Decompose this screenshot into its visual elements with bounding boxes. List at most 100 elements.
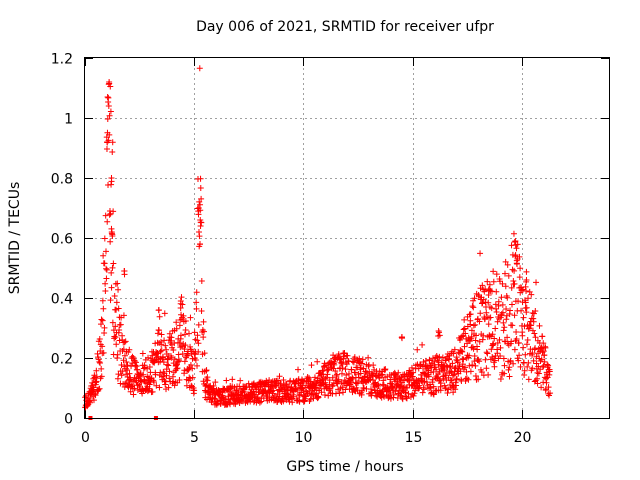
- data-point: [314, 358, 321, 365]
- data-point: [195, 321, 202, 328]
- data-point: [160, 373, 167, 380]
- data-point: [501, 362, 508, 369]
- data-point: [103, 266, 110, 273]
- data-point: [111, 292, 118, 299]
- data-point: [450, 350, 457, 357]
- data-point: [467, 311, 474, 318]
- data-point: [523, 341, 530, 348]
- data-point: [99, 343, 106, 350]
- data-point: [529, 350, 536, 357]
- data-point: [518, 287, 525, 294]
- data-point: [545, 362, 552, 369]
- data-point: [469, 361, 476, 368]
- data-point: [453, 375, 460, 382]
- data-point: [154, 349, 161, 356]
- data-point: [430, 383, 437, 390]
- data-point: [323, 374, 330, 381]
- data-point: [440, 375, 447, 382]
- data-point: [182, 326, 189, 333]
- data-point: [530, 318, 537, 325]
- data-point: [194, 337, 201, 344]
- data-point: [351, 354, 358, 361]
- data-point: [109, 232, 116, 239]
- data-point: [411, 390, 418, 397]
- data-point: [268, 379, 275, 386]
- data-point: [196, 65, 203, 72]
- data-point: [511, 346, 518, 353]
- data-point: [168, 354, 175, 361]
- data-point: [197, 175, 204, 182]
- data-point: [475, 356, 482, 363]
- data-point: [535, 370, 542, 377]
- data-point: [176, 322, 183, 329]
- data-point: [98, 316, 105, 323]
- data-point: [113, 299, 120, 306]
- data-point: [160, 353, 167, 360]
- data-point: [132, 359, 139, 366]
- data-point: [387, 395, 394, 402]
- data-point: [117, 321, 124, 328]
- data-point: [462, 364, 469, 371]
- data-point: [494, 350, 501, 357]
- data-point: [453, 354, 460, 361]
- data-point: [109, 139, 116, 146]
- data-point: [107, 210, 114, 217]
- data-point: [116, 327, 123, 334]
- data-point: [508, 242, 515, 249]
- data-point: [483, 349, 490, 356]
- data-point: [321, 392, 328, 399]
- data-point: [461, 325, 468, 332]
- data-point: [511, 280, 518, 287]
- data-point: [434, 374, 441, 381]
- data-point: [149, 388, 156, 395]
- data-point: [107, 297, 114, 304]
- data-point: [415, 385, 422, 392]
- data-point: [343, 372, 350, 379]
- data-point: [203, 367, 210, 374]
- data-point: [457, 368, 464, 375]
- data-point: [127, 388, 134, 395]
- data-point: [515, 339, 522, 346]
- data-point: [113, 341, 120, 348]
- data-point: [513, 260, 520, 267]
- data-point: [176, 339, 183, 346]
- data-point: [541, 352, 548, 359]
- data-point: [191, 387, 198, 394]
- y-tick-label: 0.8: [51, 172, 73, 188]
- y-tick-label: 0.6: [51, 232, 73, 248]
- data-point: [463, 375, 470, 382]
- data-point: [131, 385, 138, 392]
- data-point: [170, 347, 177, 354]
- data-point: [178, 294, 185, 301]
- data-point: [403, 395, 410, 402]
- data-point: [280, 398, 287, 405]
- data-point: [485, 371, 492, 378]
- data-point: [338, 370, 345, 377]
- data-point: [197, 222, 204, 229]
- data-point: [254, 394, 261, 401]
- data-point: [121, 339, 128, 346]
- data-point: [354, 387, 361, 394]
- data-point: [185, 366, 192, 373]
- data-point: [449, 372, 456, 379]
- data-point: [177, 344, 184, 351]
- data-point: [529, 365, 536, 372]
- data-point: [443, 362, 450, 369]
- data-point: [360, 365, 367, 372]
- data-point: [522, 283, 529, 290]
- data-point: [112, 334, 119, 341]
- data-point: [470, 297, 477, 304]
- data-point: [525, 295, 532, 302]
- data-point: [398, 334, 405, 341]
- data-point: [187, 314, 194, 321]
- data-point: [113, 306, 120, 313]
- data-point: [197, 185, 204, 192]
- data-point: [157, 348, 164, 355]
- data-point: [479, 299, 486, 306]
- data-point: [511, 239, 518, 246]
- data-point: [106, 131, 113, 138]
- data-point: [452, 386, 459, 393]
- data-point: [171, 356, 178, 363]
- data-point: [431, 358, 438, 365]
- y-tick-label: 1: [64, 112, 73, 128]
